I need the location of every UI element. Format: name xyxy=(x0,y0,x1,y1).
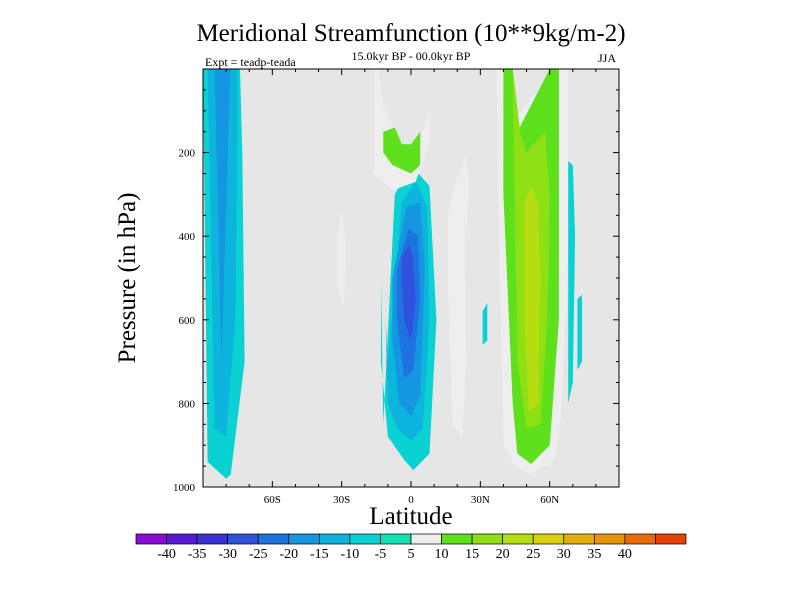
contour-regions xyxy=(203,69,582,479)
colorbar-swatch xyxy=(624,533,656,545)
experiment-label: Expt = teadp-teada xyxy=(205,55,296,69)
colorbar xyxy=(135,533,687,545)
contour-NH-mid-strip-2 xyxy=(459,152,469,237)
x-tick-label: 0 xyxy=(408,494,414,506)
colorbar-swatch xyxy=(471,533,504,545)
colorbar-label: 5 xyxy=(408,547,415,562)
colorbar-label: -15 xyxy=(310,547,329,562)
colorbar-swatch xyxy=(257,533,290,545)
colorbar-swatch xyxy=(593,533,626,545)
colorbar-swatch xyxy=(532,533,565,545)
colorbar-label: 10 xyxy=(435,547,449,562)
chart-subtitle: 15.0kyr BP - 00.0kyr BP xyxy=(352,49,471,63)
contour-SH-polar-cell-core xyxy=(214,69,231,362)
colorbar-label: 15 xyxy=(465,547,479,562)
colorbar-swatch xyxy=(227,533,259,545)
y-tick-label: 600 xyxy=(179,315,196,327)
colorbar-labels: -40 -35 -30 -25 -20 -15 -10 -5 5 10 15 20 25 30 35 40 xyxy=(157,547,632,562)
y-tick-label: 1000 xyxy=(173,482,196,494)
colorbar-swatch xyxy=(196,533,229,545)
contour-NH-polar-thin xyxy=(577,294,582,370)
colorbar-swatch xyxy=(441,533,473,545)
colorbar-swatch xyxy=(380,533,412,545)
colorbar-label: -10 xyxy=(341,547,360,562)
colorbar-label: -40 xyxy=(157,547,176,562)
contour-NH-ferrel-inner xyxy=(524,186,541,412)
colorbar-label: 35 xyxy=(587,547,601,562)
colorbar-swatch xyxy=(502,533,534,545)
x-tick-label: 60N xyxy=(540,494,559,506)
contour-upper-tropical-positive-core xyxy=(383,127,421,174)
season-label: JJA xyxy=(598,51,616,65)
colorbar-label: 40 xyxy=(618,547,632,562)
colorbar-swatch xyxy=(135,533,167,545)
contour-tropical-cell-core xyxy=(401,244,416,341)
colorbar-label: 30 xyxy=(557,547,571,562)
colorbar-label: -5 xyxy=(375,547,387,562)
colorbar-swatch xyxy=(318,533,351,545)
colorbar-label: 20 xyxy=(496,547,510,562)
contour-NH-thin-sliver xyxy=(482,303,488,345)
y-tick-label: 400 xyxy=(179,231,196,243)
colorbar-label: -30 xyxy=(218,547,237,562)
colorbar-swatch xyxy=(410,533,442,545)
y-axis-label: Pressure (in hPa) xyxy=(114,193,141,364)
colorbar-swatch xyxy=(655,533,687,545)
contour-SH-midlat-strip xyxy=(337,211,347,308)
x-tick-label: 30N xyxy=(471,494,490,506)
colorbar-swatch xyxy=(288,533,320,545)
x-tick-label: 60S xyxy=(264,494,281,506)
tick-labels: 60S 30S 0 30N 60N 200 400 600 800 1000 xyxy=(173,148,559,506)
contour-NH-mid-strip-1 xyxy=(448,173,467,437)
y-tick-label: 800 xyxy=(179,398,196,410)
colorbar-label: -35 xyxy=(188,547,207,562)
axis-ticks xyxy=(202,68,620,488)
colorbar-swatch xyxy=(349,533,381,545)
colorbar-swatch xyxy=(563,533,595,545)
colorbar-label: -25 xyxy=(249,547,268,562)
colorbar-label: -20 xyxy=(279,547,298,562)
colorbar-swatch xyxy=(166,533,198,545)
contour-NH-edge-negative xyxy=(568,161,576,404)
x-tick-label: 30S xyxy=(333,494,350,506)
colorbar-label: 25 xyxy=(526,547,540,562)
y-tick-label: 200 xyxy=(179,148,196,160)
x-axis-label: Latitude xyxy=(369,503,452,530)
chart-title: Meridional Streamfunction (10**9kg/m-2) xyxy=(196,20,625,47)
